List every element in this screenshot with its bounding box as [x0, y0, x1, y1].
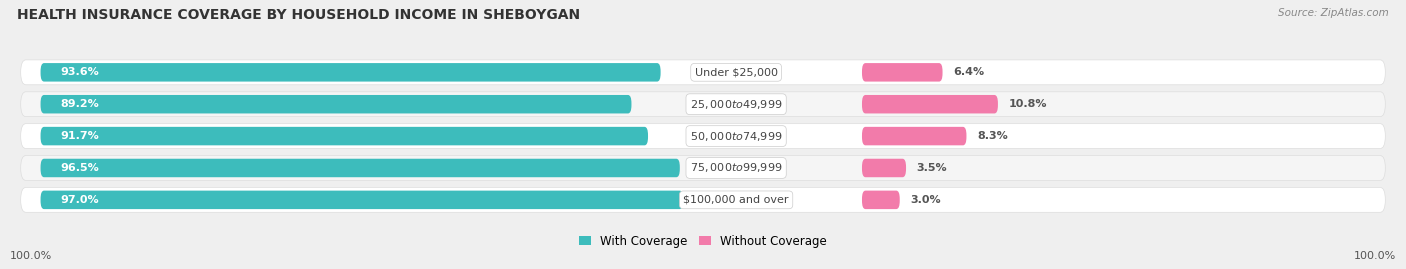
Text: 96.5%: 96.5% — [60, 163, 100, 173]
Text: $25,000 to $49,999: $25,000 to $49,999 — [690, 98, 782, 111]
FancyBboxPatch shape — [41, 63, 661, 82]
FancyBboxPatch shape — [862, 127, 966, 145]
FancyBboxPatch shape — [41, 191, 683, 209]
Text: 3.5%: 3.5% — [917, 163, 948, 173]
FancyBboxPatch shape — [862, 63, 942, 82]
Text: HEALTH INSURANCE COVERAGE BY HOUSEHOLD INCOME IN SHEBOYGAN: HEALTH INSURANCE COVERAGE BY HOUSEHOLD I… — [17, 8, 581, 22]
Text: $75,000 to $99,999: $75,000 to $99,999 — [690, 161, 782, 175]
FancyBboxPatch shape — [41, 127, 648, 145]
Text: 97.0%: 97.0% — [60, 195, 98, 205]
Text: 89.2%: 89.2% — [60, 99, 100, 109]
FancyBboxPatch shape — [41, 159, 681, 177]
FancyBboxPatch shape — [21, 124, 1385, 148]
Text: Under $25,000: Under $25,000 — [695, 67, 778, 77]
Text: 93.6%: 93.6% — [60, 67, 100, 77]
FancyBboxPatch shape — [21, 187, 1385, 212]
FancyBboxPatch shape — [41, 95, 631, 114]
Text: 91.7%: 91.7% — [60, 131, 100, 141]
Text: $50,000 to $74,999: $50,000 to $74,999 — [690, 130, 782, 143]
FancyBboxPatch shape — [862, 95, 998, 114]
Text: 100.0%: 100.0% — [10, 251, 52, 261]
Text: 10.8%: 10.8% — [1008, 99, 1047, 109]
Text: 3.0%: 3.0% — [910, 195, 941, 205]
FancyBboxPatch shape — [21, 155, 1385, 180]
FancyBboxPatch shape — [21, 60, 1385, 85]
FancyBboxPatch shape — [862, 191, 900, 209]
Text: Source: ZipAtlas.com: Source: ZipAtlas.com — [1278, 8, 1389, 18]
FancyBboxPatch shape — [862, 159, 905, 177]
Legend: With Coverage, Without Coverage: With Coverage, Without Coverage — [574, 230, 832, 253]
Text: $100,000 and over: $100,000 and over — [683, 195, 789, 205]
Text: 100.0%: 100.0% — [1354, 251, 1396, 261]
FancyBboxPatch shape — [21, 92, 1385, 117]
Text: 6.4%: 6.4% — [953, 67, 984, 77]
Text: 8.3%: 8.3% — [977, 131, 1008, 141]
